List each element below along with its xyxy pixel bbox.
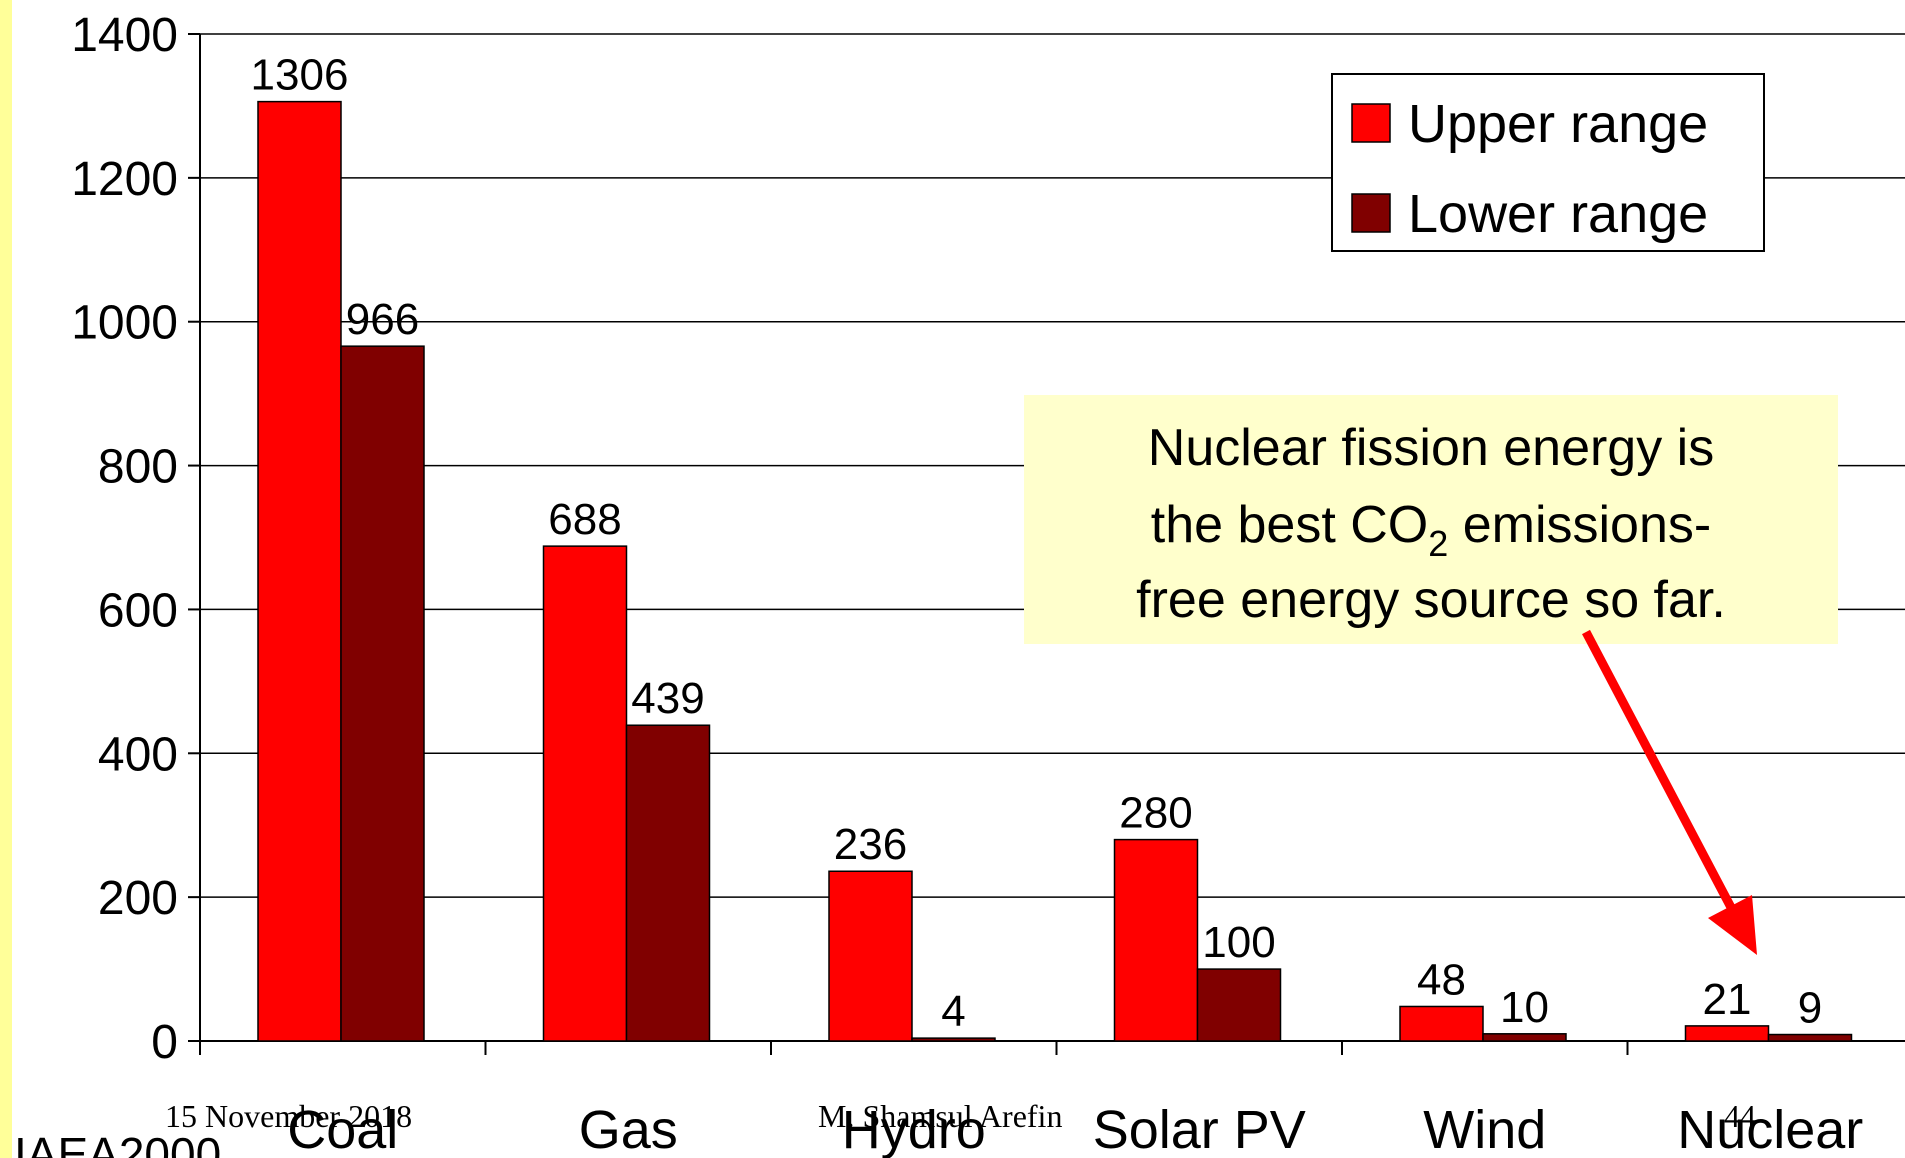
footer-author: M. Shamsul Arefin <box>818 1098 1062 1134</box>
value-label: 48 <box>1417 955 1466 1004</box>
value-label: 966 <box>346 295 419 344</box>
y-tick-label: 0 <box>151 1016 178 1069</box>
legend: Upper range Lower range <box>1331 73 1765 252</box>
annotation-text: the best CO <box>1151 496 1428 554</box>
y-tick-label: 1000 <box>71 297 178 350</box>
annotation-text: emissions- <box>1448 496 1711 554</box>
y-tick-label: 1400 <box>71 9 178 62</box>
bar <box>911 1037 996 1042</box>
legend-label: Upper range <box>1408 94 1708 154</box>
value-label: 100 <box>1202 918 1275 967</box>
arrow-head <box>1708 895 1757 955</box>
x-tick-label: Gas <box>579 1100 678 1158</box>
bar <box>625 724 711 1042</box>
x-tick-label: Hydro <box>842 1100 986 1158</box>
value-label: 236 <box>834 820 907 869</box>
legend-label: Lower range <box>1408 184 1708 244</box>
y-tick-label: 1200 <box>71 153 178 206</box>
value-label: 21 <box>1703 975 1752 1024</box>
annotation-box <box>1024 395 1838 644</box>
value-label: 9 <box>1798 984 1822 1033</box>
bar <box>542 545 628 1042</box>
bar <box>1399 1005 1484 1042</box>
x-tick-label: Wind <box>1423 1100 1546 1158</box>
value-label: 1306 <box>251 51 349 100</box>
x-tick-label: Coal <box>287 1100 398 1158</box>
source: IAEA2000 <box>14 1128 221 1158</box>
annotation-line: the best CO2 emissions- <box>1151 496 1711 564</box>
y-tick-label: 600 <box>98 584 178 637</box>
x-tick-label: Solar PV <box>1093 1100 1306 1158</box>
y-tick-label: 800 <box>98 441 178 494</box>
legend-swatch <box>1351 103 1391 143</box>
annotation-line: free energy source so far. <box>1136 571 1726 629</box>
value-label: 280 <box>1119 789 1192 838</box>
bar <box>1113 838 1199 1042</box>
y-tick-label: 400 <box>98 728 178 781</box>
y-tick-label: 200 <box>98 872 178 925</box>
side-stripe <box>0 0 12 1158</box>
bar <box>257 100 342 1042</box>
value-label: 4 <box>941 987 965 1036</box>
annotation-line: Nuclear fission energy is <box>1148 419 1714 477</box>
annotation-subscript: 2 <box>1428 523 1448 564</box>
bar <box>340 345 425 1042</box>
x-tick-label: Nuclear <box>1677 1100 1863 1158</box>
bar <box>1684 1025 1770 1042</box>
legend-swatch <box>1351 193 1391 233</box>
value-label: 688 <box>548 495 621 544</box>
bar <box>828 870 913 1042</box>
value-label: 10 <box>1500 983 1549 1032</box>
bar <box>1767 1033 1853 1042</box>
legend-box <box>1331 73 1765 252</box>
footer-page: 44 <box>1724 1098 1756 1134</box>
bar <box>1482 1033 1567 1042</box>
value-label: 439 <box>631 674 704 723</box>
arrow-shaft <box>1582 629 1739 918</box>
bar <box>1196 968 1282 1042</box>
footer-date: 15 November 2018 <box>165 1098 412 1134</box>
